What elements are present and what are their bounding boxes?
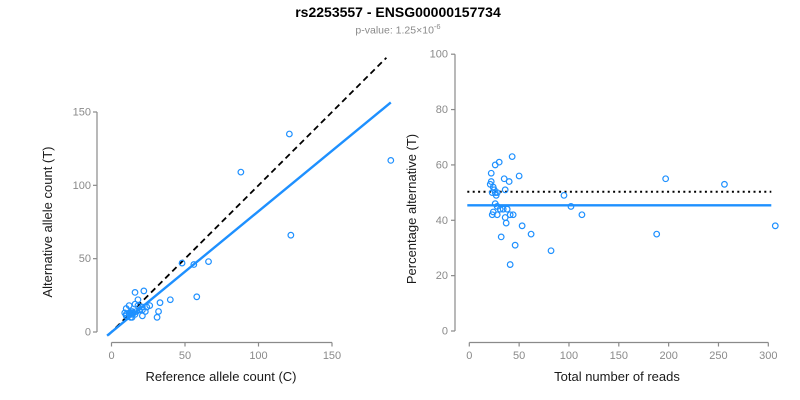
identity-line (107, 57, 388, 336)
data-point (497, 233, 505, 241)
x-tick-label: 300 (759, 350, 777, 362)
data-point (771, 222, 779, 230)
data-point (496, 205, 504, 213)
x-tick-label: 0 (108, 350, 114, 362)
data-point (138, 312, 146, 320)
x-tick-label: 250 (709, 350, 727, 362)
x-tick-label: 50 (179, 350, 191, 362)
data-point (166, 296, 174, 304)
data-point (721, 180, 728, 188)
x-axis-title: Total number of reads (554, 369, 680, 384)
y-tick-label: 20 (436, 270, 448, 282)
y-tick-label: 40 (436, 215, 448, 227)
data-point (285, 130, 293, 138)
data-point (193, 293, 201, 301)
data-point (140, 287, 148, 295)
x-tick-label: 100 (560, 350, 578, 362)
data-point (125, 302, 133, 309)
x-tick-label: 50 (513, 350, 525, 362)
x-tick-label: 0 (466, 350, 472, 362)
page-subtitle: p-value: 1.25×10-6 (0, 22, 796, 37)
data-point (653, 230, 661, 238)
p-value-exponent: -6 (433, 22, 441, 31)
x-axis-title: Reference allele count (C) (145, 369, 296, 384)
data-point (134, 296, 142, 304)
data-point (495, 158, 503, 166)
data-point (502, 219, 510, 227)
data-point (134, 302, 142, 309)
data-point (287, 231, 295, 239)
data-point (506, 261, 514, 268)
plot-percentage-alternative-scatter: 0 50 100 150 200 250 300 0 20 40 60 80 100 Total numb… (404, 49, 779, 384)
data-point (487, 169, 495, 177)
data-point (491, 161, 499, 169)
data-point (509, 211, 517, 219)
data-point (506, 211, 514, 219)
x-tick-label: 100 (249, 350, 267, 362)
data-point (156, 299, 164, 307)
y-tick-label: 100 (73, 180, 91, 192)
x-tick-label: 150 (323, 350, 341, 362)
p-value-text: p-value: 1.25×10 (355, 24, 434, 37)
data-point (503, 205, 511, 213)
data-point (518, 222, 526, 230)
plot-allele-count-scatter: 0 50 100 150 0 50 100 150 Reference allele count… (40, 57, 395, 384)
data-point (493, 211, 501, 219)
y-tick-label: 100 (430, 49, 448, 61)
data-point (511, 241, 519, 249)
x-tick-label: 200 (659, 350, 677, 362)
data-point (515, 172, 523, 180)
data-point (499, 205, 507, 213)
data-point (153, 313, 161, 321)
data-point (662, 175, 670, 183)
y-tick-label: 0 (85, 327, 91, 339)
data-point (190, 261, 198, 268)
y-tick-label: 80 (436, 104, 448, 116)
data-point (560, 191, 568, 199)
y-axis-title: Percentage alternative (T) (404, 134, 419, 284)
data-point (501, 186, 509, 194)
data-point (505, 178, 513, 185)
x-tick-label: 150 (610, 350, 628, 362)
y-axis-title: Alternative allele count (T) (40, 146, 55, 297)
data-point (500, 175, 508, 183)
data-point (567, 203, 575, 210)
y-tick-label: 150 (73, 106, 91, 118)
data-point (488, 211, 496, 219)
data-point (492, 191, 500, 199)
data-point (146, 302, 154, 309)
data-point (527, 230, 535, 238)
page-title: rs2253557 - ENSG00000157734 (295, 4, 501, 20)
y-tick-label: 0 (442, 326, 448, 338)
data-point (178, 259, 186, 267)
data-point (547, 247, 555, 255)
data-point (387, 156, 395, 164)
data-point (237, 168, 245, 176)
y-tick-label: 60 (436, 159, 448, 171)
data-point (155, 308, 162, 315)
regression-line (106, 101, 392, 337)
data-point (578, 211, 586, 219)
data-point (131, 288, 139, 296)
data-point (127, 313, 135, 321)
data-point (508, 153, 516, 161)
data-point (205, 258, 212, 265)
y-tick-label: 50 (79, 253, 91, 265)
